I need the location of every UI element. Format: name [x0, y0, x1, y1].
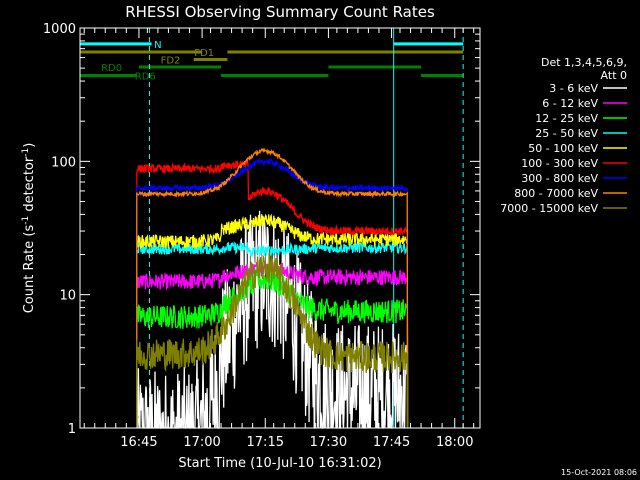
x-axis-label: Start Time (10-Jul-10 16:31:02): [178, 456, 381, 471]
x-tick-label: 17:45: [373, 435, 410, 450]
y-axis-label-exponent: -1: [21, 148, 31, 157]
y-axis-label-part: detector: [22, 156, 37, 216]
series-line-3-6-kev: [136, 210, 409, 429]
x-tick-label: 17:00: [183, 435, 220, 450]
series-line-7000-15000-kev: [136, 252, 409, 429]
legend-label: 100 - 300 keV: [521, 157, 598, 170]
y-tick-label: 100: [51, 155, 76, 170]
x-axis-ticks: 16:45 17:00 17:15 17:30 17:45 18:00: [83, 28, 475, 450]
x-tick-label: 18:00: [436, 435, 473, 450]
y-axis-label-part: Count Rate (s: [22, 225, 37, 314]
legend-label: 800 - 7000 keV: [514, 187, 598, 200]
flag-bars: N FD1 FD2 RD0 RD6: [80, 40, 464, 83]
legend: Det 1,3,4,5,6,9,Att 03 - 6 keV 6 - 12 keV…: [500, 56, 627, 215]
data-series: [136, 147, 409, 429]
flag-label-fd2: FD2: [161, 56, 181, 67]
flag-label-fd1: FD1: [194, 48, 214, 59]
y-axis-ticks: 1 10 100 1000: [43, 22, 480, 437]
series-line-25-50-kev: [136, 240, 409, 429]
y-axis-label-part: ): [22, 143, 37, 148]
chart-title: RHESSI Observing Summary Count Rates: [125, 3, 435, 21]
legend-label: 50 - 100 keV: [528, 142, 598, 155]
legend-label: 25 - 50 keV: [535, 127, 598, 140]
legend-label: 7000 - 15000 keV: [500, 202, 598, 215]
legend-label: 300 - 800 keV: [521, 172, 598, 185]
series-line-800-7000-kev: [136, 147, 409, 429]
plot-frame: [79, 27, 481, 429]
footer-date: 15-Oct-2021 08:06: [561, 468, 637, 477]
flag-label-rd6: RD6: [135, 72, 156, 83]
y-tick-label: 1000: [43, 22, 76, 37]
y-tick-label: 10: [59, 289, 76, 304]
x-tick-label: 17:30: [310, 435, 347, 450]
y-axis-label: Count Rate (s-1 detector-1): [21, 143, 37, 314]
legend-label: 6 - 12 keV: [542, 97, 598, 110]
x-tick-label: 16:45: [120, 435, 157, 450]
y-tick-label: 1: [68, 422, 76, 437]
y-axis-label-exponent: -1: [21, 216, 31, 225]
legend-header: Det 1,3,4,5,6,9,: [541, 56, 627, 69]
flag-label-n: N: [154, 40, 161, 51]
flag-label-rd0: RD0: [101, 63, 122, 74]
legend-header: Att 0: [601, 69, 627, 82]
legend-label: 3 - 6 keV: [549, 82, 598, 95]
x-tick-label: 17:15: [247, 435, 284, 450]
legend-label: 12 - 25 keV: [535, 112, 598, 125]
series-line-100-300-kev: [136, 160, 409, 429]
series-line-50-100-kev: [136, 213, 409, 429]
series-line-300-800-kev: [136, 157, 409, 429]
